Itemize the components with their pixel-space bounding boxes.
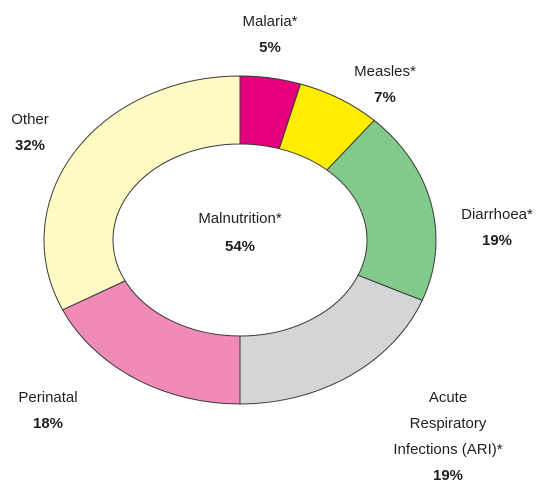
- center-title: Malnutrition*: [198, 210, 282, 227]
- label-line: Other: [11, 111, 49, 128]
- slice-label: Diarrhoea*: [461, 206, 533, 223]
- label-line: Acute: [429, 389, 467, 406]
- label-line: Diarrhoea*: [461, 206, 533, 223]
- label-line: Measles*: [354, 63, 416, 80]
- value-label: 18%: [33, 415, 63, 432]
- label-line: Respiratory: [410, 415, 487, 432]
- value-label: 7%: [374, 89, 396, 106]
- slice: [43, 75, 241, 311]
- slice-label: Other: [11, 111, 49, 128]
- value-label: 19%: [482, 232, 512, 249]
- value-label: 19%: [433, 467, 463, 484]
- value-label: 32%: [15, 137, 45, 154]
- slice-label: Malaria*: [242, 13, 297, 30]
- slice-label: Perinatal: [18, 389, 77, 406]
- slice-label: Measles*: [354, 63, 416, 80]
- center-value: 54%: [225, 238, 255, 255]
- slice: [61, 280, 241, 405]
- label-line: Perinatal: [18, 389, 77, 406]
- label-line: Infections (ARI)*: [393, 441, 502, 458]
- slice: [239, 274, 423, 405]
- slices: [43, 75, 437, 405]
- label-line: Malaria*: [242, 13, 297, 30]
- value-label: 5%: [259, 39, 281, 56]
- slice-label: Acute Respiratory Infections (ARI)*: [393, 389, 502, 458]
